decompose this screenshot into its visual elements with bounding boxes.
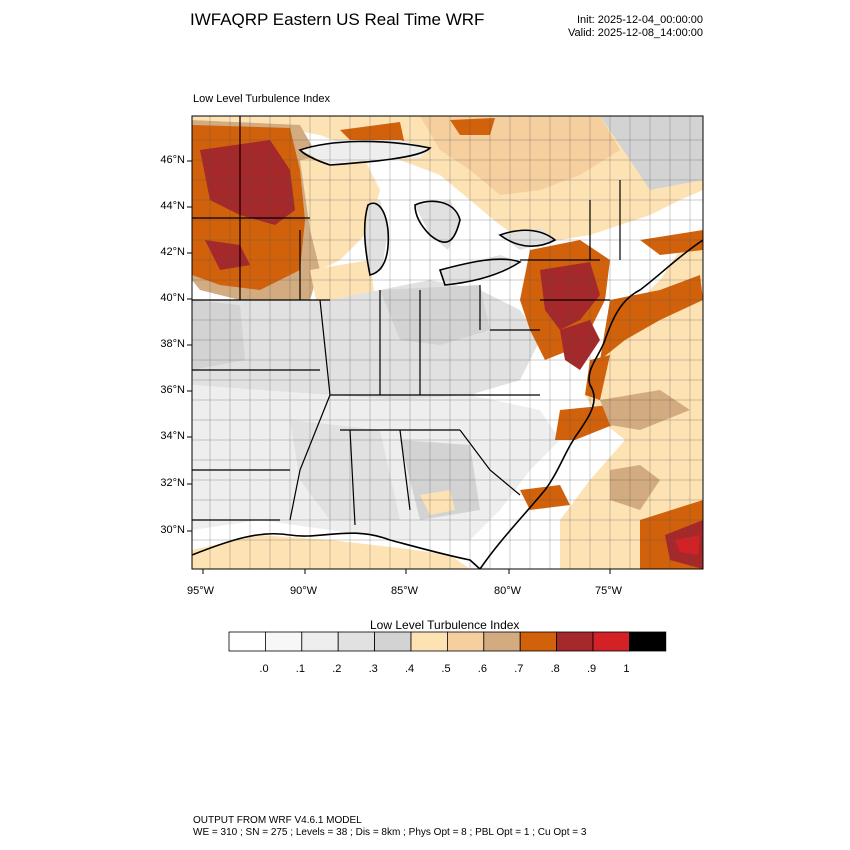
colorbar-title: Low Level Turbulence Index <box>370 618 520 632</box>
time-info: Init: 2025-12-04_00:00:00 Valid: 2025-12… <box>568 14 703 40</box>
colorbar-swatch <box>374 631 412 652</box>
colorbar-swatch <box>337 631 376 652</box>
footer-line1: OUTPUT FROM WRF V4.6.1 MODEL <box>193 815 362 826</box>
lon-label: 90°W <box>290 585 318 597</box>
lat-label: 36°N <box>160 384 185 396</box>
colorbar-swatch <box>410 631 448 652</box>
colorbar-swatch <box>264 631 303 652</box>
colorbar-swatch <box>556 631 594 652</box>
init-time: Init: 2025-12-04_00:00:00 <box>577 14 703 26</box>
axis-ticks <box>187 160 611 574</box>
lat-label: 38°N <box>160 338 185 350</box>
colorbar-swatch <box>446 631 485 652</box>
colorbar-label: .4 <box>405 663 415 675</box>
lat-label: 30°N <box>160 524 185 536</box>
map-subtitle: Low Level Turbulence Index <box>193 93 330 105</box>
lat-label: 46°N <box>160 154 185 166</box>
colorbar-label: .1 <box>295 663 305 675</box>
colorbar-label: .8 <box>550 663 560 675</box>
map-field <box>192 116 703 569</box>
lat-label: 42°N <box>160 246 185 258</box>
colorbar-label: .2 <box>332 663 342 675</box>
lon-label: 75°W <box>595 585 623 597</box>
lat-label: 44°N <box>160 200 185 212</box>
colorbar-label: .6 <box>477 663 487 675</box>
colorbar-swatch <box>483 631 521 652</box>
colorbar <box>228 631 667 652</box>
map-frame <box>191 115 704 570</box>
colorbar-label: 1 <box>623 663 630 675</box>
colorbar-swatch <box>228 631 266 652</box>
valid-time: Valid: 2025-12-08_14:00:00 <box>568 27 703 39</box>
colorbar-label: .9 <box>587 663 597 675</box>
lon-label: 95°W <box>187 585 215 597</box>
colorbar-label: .0 <box>259 663 269 675</box>
footer-line2: WE = 310 ; SN = 275 ; Levels = 38 ; Dis … <box>193 827 587 838</box>
lon-label: 80°W <box>494 585 522 597</box>
colorbar-swatch <box>301 631 339 652</box>
colorbar-swatch <box>629 631 667 652</box>
lat-label: 32°N <box>160 477 185 489</box>
lat-label: 40°N <box>160 292 185 304</box>
footer: OUTPUT FROM WRF V4.6.1 MODEL WE = 310 ; … <box>193 815 586 839</box>
colorbar-swatch <box>519 631 558 652</box>
lat-label: 34°N <box>160 430 185 442</box>
page-title: IWFAQRP Eastern US Real Time WRF <box>190 10 485 29</box>
colorbar-swatch <box>592 631 630 652</box>
lon-label: 85°W <box>391 585 419 597</box>
colorbar-label: .3 <box>368 663 378 675</box>
colorbar-label: .5 <box>441 663 451 675</box>
colorbar-label: .7 <box>514 663 524 675</box>
